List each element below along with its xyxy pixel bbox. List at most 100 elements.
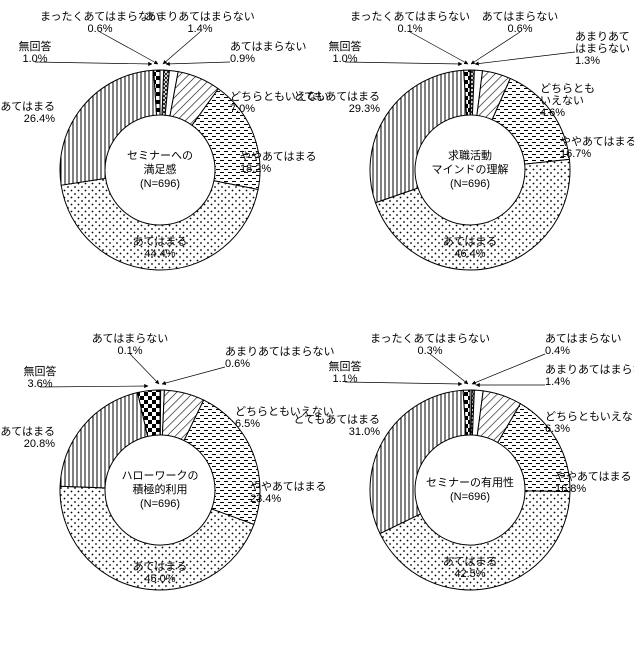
label-text: 23.4% — [250, 493, 281, 505]
label-text: あまりあてはまらない — [225, 345, 335, 358]
leader-line — [410, 32, 468, 64]
slice-label-somewhat: ややあてはまる16.7% — [560, 135, 634, 160]
leader-line — [472, 354, 545, 384]
label-text: はまらない — [575, 42, 630, 55]
label-text: あてはまる — [133, 235, 188, 248]
label-text: 4.6% — [540, 107, 565, 119]
label-text: あまりあてはまらない — [545, 363, 634, 376]
slice-label-not_at_all: まったくあてはまらない0.6% — [40, 10, 160, 35]
label-text: あてはまらない — [545, 332, 622, 345]
slice-label-not: あてはまらない0.4% — [545, 332, 622, 357]
center-label: セミナーへの満足感(N=696) — [127, 149, 193, 190]
center-line: セミナーの有用性 — [426, 475, 514, 489]
leader-line — [163, 32, 200, 64]
label-text: 7.0% — [230, 103, 255, 115]
label-text: 1.4% — [187, 23, 212, 35]
center-line: (N=696) — [450, 491, 490, 503]
label-text: 16.8% — [555, 483, 586, 495]
label-text: 1.1% — [332, 373, 357, 385]
label-text: 1.3% — [575, 55, 600, 67]
label-text: まったくあてはまらない — [350, 10, 470, 23]
center-line: (N=696) — [140, 178, 180, 190]
center-line: (N=696) — [450, 178, 490, 190]
label-text: 無回答 — [329, 359, 362, 373]
leader-line — [345, 62, 462, 64]
label-text: まったくあてはまらない — [370, 332, 490, 345]
leader-line — [35, 62, 152, 64]
label-text: 0.1% — [117, 345, 142, 357]
label-text: 16.7% — [560, 148, 591, 160]
label-text: いえない — [540, 94, 584, 107]
label-text: 20.8% — [24, 438, 55, 450]
label-text: 1.0% — [332, 53, 357, 65]
label-text: 1.0% — [22, 53, 47, 65]
leader-line — [130, 354, 159, 384]
leader-line — [475, 52, 575, 64]
slice-label-not_at_all: まったくあてはまらない0.1% — [350, 10, 470, 35]
label-text: あてはまらない — [92, 332, 169, 345]
center-line: 積極的利用 — [133, 482, 188, 496]
slice-label-na: 無回答1.1% — [329, 359, 362, 385]
slice-label-somewhat: ややあてはまる18.2% — [240, 150, 317, 175]
center-label: 求職活動マインドの理解(N=696) — [432, 148, 509, 190]
label-text: 無回答 — [329, 39, 362, 53]
label-text: あてはまる — [133, 560, 188, 573]
slice-label-na: 無回答1.0% — [329, 39, 362, 65]
label-text: 0.6% — [507, 23, 532, 35]
slice-label-not_much: あまりあてはまらない0.6% — [225, 345, 335, 370]
slice-label-na: 無回答1.0% — [19, 39, 52, 65]
label-text: あてはまらない — [482, 10, 559, 23]
label-text: 0.1% — [397, 23, 422, 35]
label-text: とてもあてはまる — [0, 100, 55, 113]
slice-label-not: あてはまらない0.6% — [482, 10, 559, 35]
center-line: (N=696) — [140, 498, 180, 510]
label-text: 46.4% — [454, 248, 485, 260]
label-text: あまりあて — [575, 30, 630, 43]
label-text: とてもあてはまる — [293, 90, 380, 103]
leader-line — [345, 382, 462, 384]
center-line: マインドの理解 — [432, 162, 509, 176]
label-text: 1.4% — [545, 376, 570, 388]
label-text: ややあてはまる — [250, 480, 327, 493]
slice-label-very: とてもあてはまる26.4% — [0, 100, 55, 125]
slice-label-not_much: あまりあてはまらない1.3% — [575, 30, 630, 67]
label-text: とてもあてはまる — [0, 425, 55, 438]
label-text: 44.4% — [144, 248, 175, 260]
slice-label-not_at_all: まったくあてはまらない0.3% — [370, 332, 490, 357]
label-text: 0.6% — [225, 358, 250, 370]
label-text: 0.9% — [230, 53, 255, 65]
donut-chart-c4: セミナーの有用性 (N=696) まったくあてはまらない0.3% あてはまらない0.4… — [293, 332, 634, 590]
slice-label-not_much: あまりあてはまらない1.4% — [545, 363, 634, 388]
slice-label-na: 無回答3.6% — [24, 364, 57, 390]
leader-line — [162, 367, 225, 384]
slice-label-neutral: どちらともいえない4.6% — [540, 82, 595, 119]
slice-label-not: あてはまらない0.1% — [92, 332, 169, 357]
label-text: あてはまる — [443, 555, 498, 568]
label-text: どちらともいえない — [545, 410, 634, 423]
center-label: ハローワークの積極的利用(N=696) — [122, 469, 199, 510]
label-text: どちらとも — [540, 82, 595, 95]
center-label: セミナーの有用性 (N=696) — [426, 475, 514, 503]
label-text: 26.4% — [24, 113, 55, 125]
label-text: 0.3% — [417, 345, 442, 357]
label-text: 18.2% — [240, 163, 271, 175]
donut-chart-c2: 求職活動マインドの理解(N=696)まったくあてはまらない0.1%あてはまらない… — [293, 10, 634, 270]
slice-label-very: とてもあてはまる29.3% — [293, 90, 380, 115]
label-text: あまりあてはまらない — [145, 10, 255, 23]
donut-chart-c3: ハローワークの積極的利用(N=696)あてはまらない0.1%あまりあてはまらない… — [0, 332, 335, 590]
leader-line — [166, 62, 230, 64]
label-text: ややあてはまる — [240, 150, 317, 163]
label-text: あてはまらない — [230, 40, 307, 53]
slice-label-very: とてもあてはまる31.0% — [293, 413, 380, 438]
label-text: まったくあてはまらない — [40, 10, 160, 23]
label-text: 6.3% — [545, 423, 570, 435]
leader-line — [40, 386, 148, 387]
label-text: 31.0% — [349, 426, 380, 438]
label-text: 3.6% — [27, 378, 52, 390]
label-text: 無回答 — [19, 39, 52, 53]
label-text: あてはまる — [443, 235, 498, 248]
slice-label-very: とてもあてはまる20.8% — [0, 425, 55, 450]
label-text: 無回答 — [24, 364, 57, 378]
slice-label-not: あてはまらない0.9% — [230, 40, 307, 65]
slice-label-somewhat: ややあてはまる23.4% — [250, 480, 327, 505]
